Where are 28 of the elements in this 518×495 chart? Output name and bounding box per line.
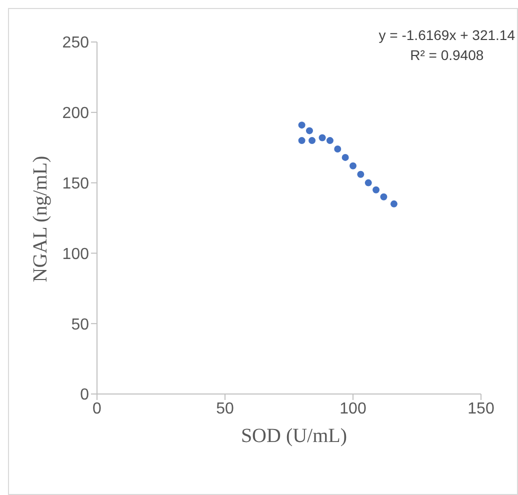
point xyxy=(306,127,313,134)
point xyxy=(318,134,326,142)
x-axis-title: SOD (U/mL) xyxy=(240,425,348,448)
point xyxy=(298,137,306,144)
y-tick-label: 100 xyxy=(62,246,90,263)
x-tick-label: 150 xyxy=(468,400,494,418)
point xyxy=(298,122,306,129)
point xyxy=(357,170,364,178)
point xyxy=(390,200,398,208)
point xyxy=(372,186,380,194)
x-tick-label: 50 xyxy=(216,400,234,418)
y-tick-label: 200 xyxy=(62,105,90,122)
y-tick-label: 150 xyxy=(62,175,90,192)
point xyxy=(308,137,316,144)
point xyxy=(380,193,388,200)
y-tick-label: 0 xyxy=(80,386,90,404)
y-tick-label: 50 xyxy=(71,316,90,334)
point xyxy=(326,137,334,144)
point xyxy=(350,162,356,170)
annotation: y = -1.6169x + 321.14 xyxy=(378,26,515,45)
x-tick-label: 0 xyxy=(92,400,102,418)
point xyxy=(342,154,349,161)
x-tick-label: 100 xyxy=(340,400,366,418)
point xyxy=(334,146,342,153)
point xyxy=(364,179,372,186)
y-tick-label: 250 xyxy=(62,34,90,52)
y-axis-title: NGAL (ng/mL) xyxy=(30,156,52,282)
annotation: R² = 0.9408 xyxy=(409,46,485,65)
